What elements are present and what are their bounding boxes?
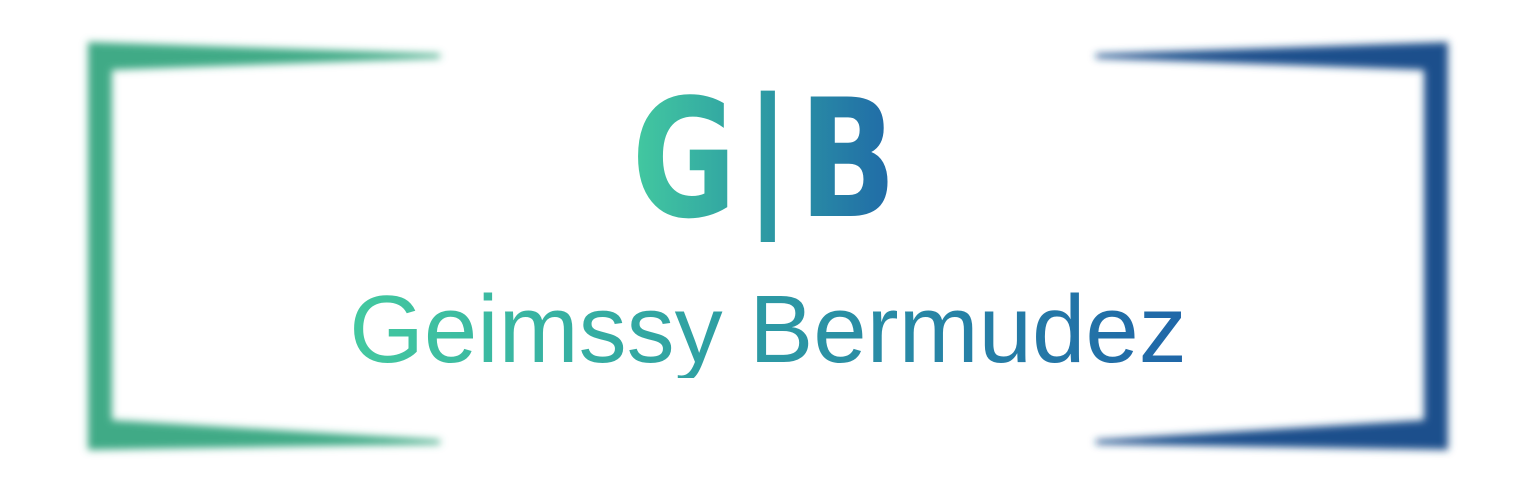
- full-name-text: Geimssy Bermudez: [349, 276, 1187, 383]
- monogram-text: G|B: [631, 64, 905, 255]
- monogram-title: G|B: [169, 78, 1367, 242]
- full-name: Geimssy Bermudez: [0, 282, 1536, 378]
